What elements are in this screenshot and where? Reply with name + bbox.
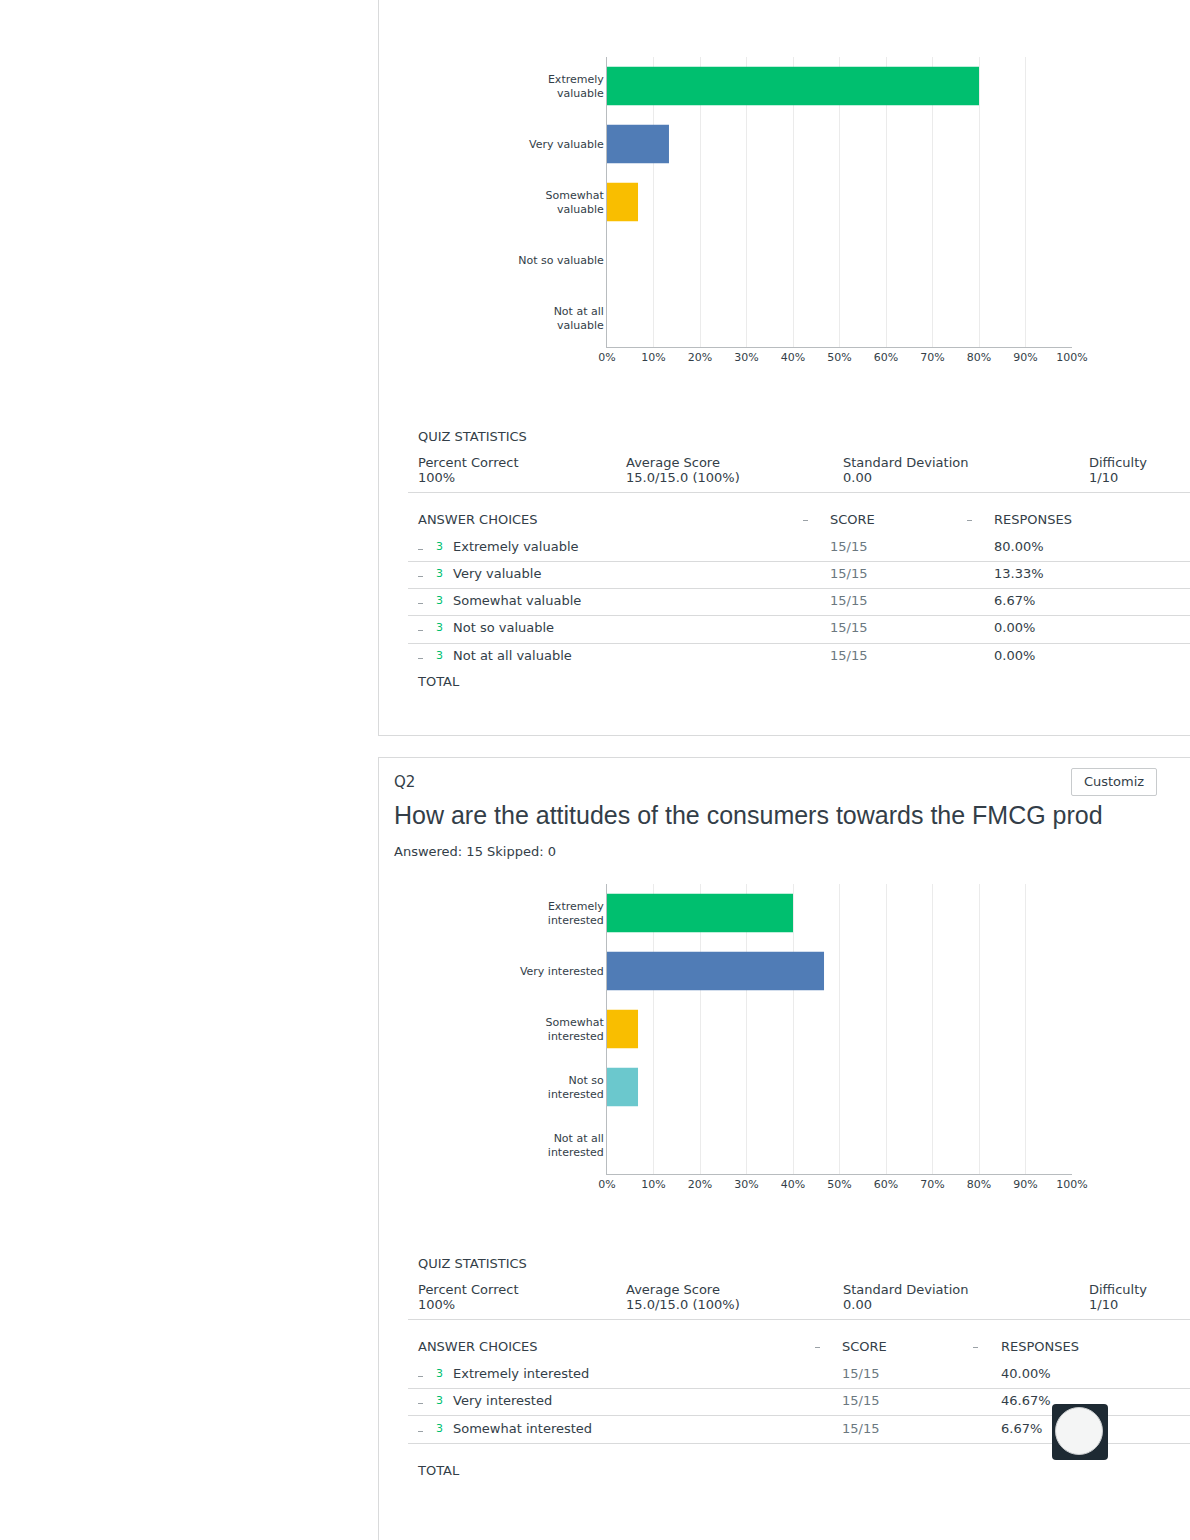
svg-text:40%: 40%	[781, 1178, 805, 1191]
html-text:Customiz: Customiz	[1083, 774, 1145, 789]
html-text:15/15: 15/15	[830, 566, 868, 581]
svg-text:80%: 80%	[967, 351, 991, 364]
svg-text:90%: 90%	[1013, 1178, 1037, 1191]
svg-text:Not so valuable: Not so valuable	[518, 254, 604, 267]
svg-text:Very valuable: Very valuable	[529, 138, 604, 151]
html-text:15.0/15.0 (100%): 15.0/15.0 (100%)	[626, 1297, 740, 1312]
svg-text:90%: 90%	[1013, 351, 1037, 364]
html-text:How are the attitudes of the c: How are the attitudes of the consumers t…	[394, 801, 1103, 829]
html-text:ANSWER CHOICES: ANSWER CHOICES	[418, 1339, 538, 1354]
svg-text:Somewhatinterested: Somewhatinterested	[546, 1016, 605, 1043]
html-text:3: 3	[436, 567, 443, 580]
html-text:Very valuable: Very valuable	[453, 566, 542, 581]
svg-text:20%: 20%	[688, 1178, 712, 1191]
svg-text:Extremelyinterested: Extremelyinterested	[548, 900, 604, 927]
svg-text:70%: 70%	[920, 1178, 944, 1191]
html-text:15/15: 15/15	[842, 1393, 880, 1408]
svg-text:70%: 70%	[920, 351, 944, 364]
html-text:0.00%: 0.00%	[994, 620, 1036, 635]
svg-text:30%: 30%	[734, 351, 758, 364]
html-text:0.00: 0.00	[843, 470, 872, 485]
html-text:15/15: 15/15	[830, 593, 868, 608]
svg-text:60%: 60%	[874, 1178, 898, 1191]
html-text:3: 3	[436, 1367, 443, 1380]
svg-text:20%: 20%	[688, 351, 712, 364]
html-text:1/10: 1/10	[1089, 470, 1119, 485]
svg-text:Very interested: Very interested	[520, 965, 604, 978]
html-text:15/15: 15/15	[842, 1366, 880, 1381]
svg-text:10%: 10%	[641, 351, 665, 364]
html-text:RESPONSES: RESPONSES	[994, 512, 1072, 527]
html-text:100%: 100%	[418, 1297, 456, 1312]
html-text:3: 3	[436, 540, 443, 553]
svg-text:30%: 30%	[734, 1178, 758, 1191]
html-text:SCORE: SCORE	[842, 1339, 887, 1354]
html-text:Percent Correct: Percent Correct	[418, 455, 519, 470]
svg-text:60%: 60%	[874, 351, 898, 364]
html-text:TOTAL: TOTAL	[418, 1463, 460, 1478]
html-text:QUIZ STATISTICS: QUIZ STATISTICS	[418, 1256, 527, 1271]
svg-text:Extremelyvaluable: Extremelyvaluable	[548, 73, 604, 100]
html-text:Average Score: Average Score	[626, 455, 720, 470]
html-text:SCORE: SCORE	[830, 512, 875, 527]
html-text:0.00: 0.00	[843, 1297, 872, 1312]
svg-text:0%: 0%	[598, 351, 615, 364]
svg-text:80%: 80%	[967, 1178, 991, 1191]
svg-text:50%: 50%	[827, 1178, 851, 1191]
html-text:100%: 100%	[418, 470, 456, 485]
svg-text:Somewhatvaluable: Somewhatvaluable	[546, 189, 605, 216]
html-text:3: 3	[436, 594, 443, 607]
svg-text:10%: 10%	[641, 1178, 665, 1191]
html-text:1/10: 1/10	[1089, 1297, 1119, 1312]
html-text:3: 3	[436, 649, 443, 662]
html-text:15/15: 15/15	[830, 539, 868, 554]
html-text:TOTAL: TOTAL	[418, 674, 460, 689]
html-text:ANSWER CHOICES: ANSWER CHOICES	[418, 512, 538, 527]
svg-text:40%: 40%	[781, 351, 805, 364]
html-text:6.67%: 6.67%	[1001, 1421, 1043, 1436]
html-text:Standard Deviation: Standard Deviation	[843, 1282, 969, 1297]
svg-text:Not sointerested: Not sointerested	[548, 1074, 604, 1101]
html-text:46.67%: 46.67%	[1001, 1393, 1051, 1408]
html-text:Not at all valuable: Not at all valuable	[453, 648, 572, 663]
html-text:QUIZ STATISTICS: QUIZ STATISTICS	[418, 429, 527, 444]
html-text:15.0/15.0 (100%): 15.0/15.0 (100%)	[626, 470, 740, 485]
html-text:Extremely interested: Extremely interested	[453, 1366, 590, 1381]
svg-text:0%: 0%	[598, 1178, 615, 1191]
html-text:3: 3	[436, 1422, 443, 1435]
html-text:15/15: 15/15	[830, 620, 868, 635]
html-text:3: 3	[436, 621, 443, 634]
html-text:Somewhat valuable: Somewhat valuable	[453, 593, 582, 608]
html-text:80.00%: 80.00%	[994, 539, 1044, 554]
html-text:Very interested: Very interested	[453, 1393, 553, 1408]
svg-text:100%: 100%	[1056, 1178, 1087, 1191]
html-text:Difficulty: Difficulty	[1089, 455, 1147, 470]
html-text:Average Score: Average Score	[626, 1282, 720, 1297]
html-text:Difficulty: Difficulty	[1089, 1282, 1147, 1297]
html-text:Answered: 15 Skipped: 0: Answered: 15 Skipped: 0	[394, 844, 556, 859]
html-text:3: 3	[436, 1394, 443, 1407]
html-text:RESPONSES: RESPONSES	[1001, 1339, 1079, 1354]
html-text:Not so valuable: Not so valuable	[453, 620, 555, 635]
html-text:15/15: 15/15	[842, 1421, 880, 1436]
html-text:Somewhat interested: Somewhat interested	[453, 1421, 593, 1436]
html-text:Q2: Q2	[394, 773, 416, 791]
html-text:15/15: 15/15	[830, 648, 868, 663]
svg-text:Not at allinterested: Not at allinterested	[548, 1132, 604, 1159]
html-text:6.67%: 6.67%	[994, 593, 1036, 608]
html-text:0.00%: 0.00%	[994, 648, 1036, 663]
svg-text:100%: 100%	[1056, 351, 1087, 364]
html-text:Percent Correct: Percent Correct	[418, 1282, 519, 1297]
svg-text:50%: 50%	[827, 351, 851, 364]
html-text:40.00%: 40.00%	[1001, 1366, 1051, 1381]
svg-text:Not at allvaluable: Not at allvaluable	[554, 305, 604, 332]
html-text:13.33%: 13.33%	[994, 566, 1044, 581]
html-text:Standard Deviation: Standard Deviation	[843, 455, 969, 470]
html-text:Extremely valuable: Extremely valuable	[453, 539, 579, 554]
